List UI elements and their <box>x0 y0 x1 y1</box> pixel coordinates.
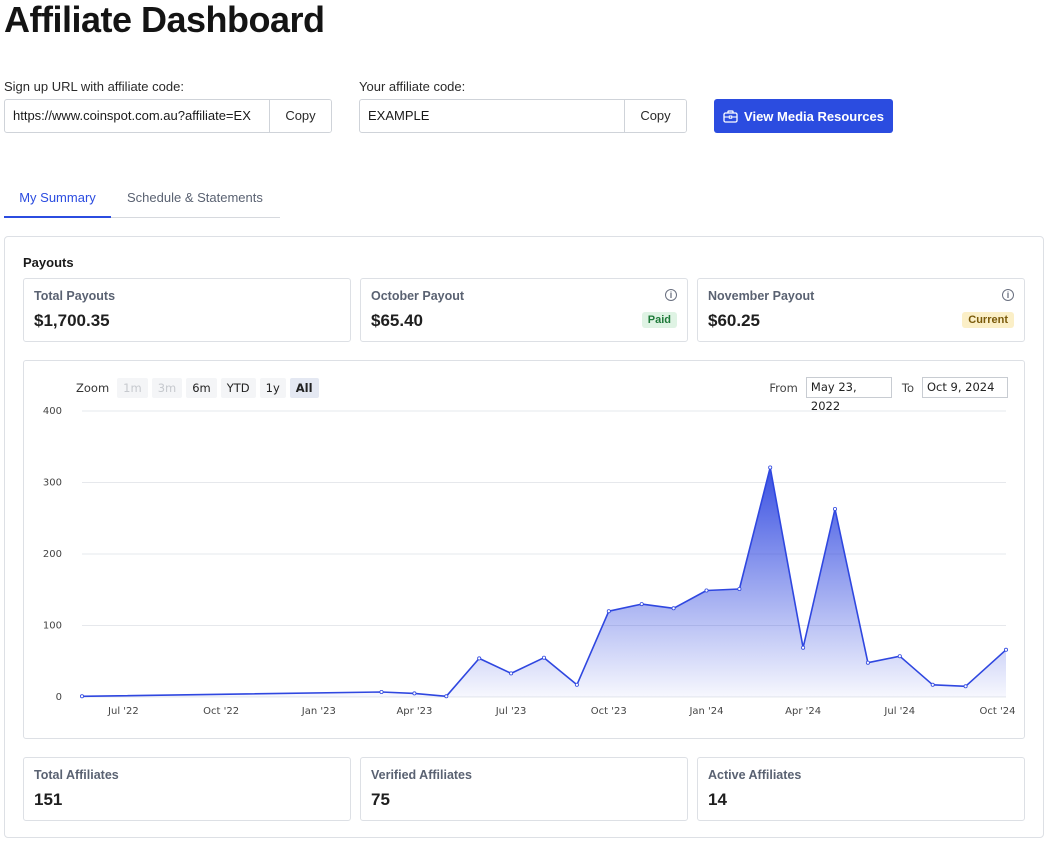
data-point <box>737 586 742 591</box>
card-label: Total Affiliates <box>34 768 119 782</box>
briefcase-icon <box>723 109 738 123</box>
to-label: To <box>901 380 914 395</box>
data-point <box>542 655 547 660</box>
data-point <box>477 656 482 661</box>
payouts-chart: 0 100 200 300 400 Jul '22 Oct '22 Jan '23 Apr '2… <box>23 360 1025 739</box>
zoom-controls: Zoom 1m 3m 6m YTD 1y All <box>76 378 319 398</box>
x-tick-label: Oct '24 <box>980 706 1016 717</box>
summary-panel: Payouts Total Payouts $1,700.35 October … <box>4 236 1044 838</box>
to-date-input[interactable]: Oct 9, 2024 <box>922 377 1008 398</box>
y-tick-label: 100 <box>43 621 62 632</box>
x-tick-label: Jul '23 <box>495 706 527 717</box>
from-date-input[interactable]: May 23, 2022 <box>805 377 892 413</box>
card-value: 14 <box>708 790 727 809</box>
data-point <box>412 691 417 696</box>
data-point <box>574 682 579 687</box>
data-point <box>704 588 709 593</box>
data-point <box>1004 647 1009 652</box>
zoom-1y-button[interactable]: 1y <box>259 378 286 398</box>
x-tick-label: Apr '23 <box>396 706 432 717</box>
zoom-label: Zoom <box>76 381 110 395</box>
tab-my-summary[interactable]: My Summary <box>4 178 111 218</box>
tab-schedule-statements[interactable]: Schedule & Statements <box>127 190 263 205</box>
card-value: 75 <box>371 790 390 809</box>
y-tick-label: 200 <box>43 549 62 560</box>
active-affiliates-card: Active Affiliates 14 <box>697 757 1025 821</box>
data-point <box>963 684 968 689</box>
payouts-chart-svg: 0 100 200 300 400 Jul '22 Oct '22 Jan '23 Apr '2… <box>43 406 1016 717</box>
tab-bar: My Summary Schedule & Statements <box>4 178 280 218</box>
data-point <box>444 694 449 699</box>
x-tick-label: Jan '24 <box>688 706 723 717</box>
verified-affiliates-card: Verified Affiliates 75 <box>360 757 688 821</box>
card-value: $1,700.35 <box>34 311 110 330</box>
card-value: $60.25 <box>708 311 760 330</box>
zoom-1m-button[interactable]: 1m <box>117 378 148 398</box>
affiliate-code-label: Your affiliate code: <box>359 79 466 94</box>
x-tick-label: Oct '22 <box>203 706 239 717</box>
card-label: Verified Affiliates <box>371 768 472 782</box>
series-area <box>82 467 1006 697</box>
data-point <box>768 465 773 470</box>
zoom-6m-button[interactable]: 6m <box>186 378 217 398</box>
card-label: Total Payouts <box>34 289 116 303</box>
data-point <box>897 654 902 659</box>
card-label: Active Affiliates <box>708 768 802 782</box>
copy-affiliate-code-button[interactable]: Copy <box>624 100 686 132</box>
data-point <box>865 660 870 665</box>
y-tick-label: 400 <box>43 406 62 417</box>
info-icon[interactable]: i <box>665 289 677 301</box>
y-tick-label: 0 <box>56 692 62 703</box>
copy-signup-url-button[interactable]: Copy <box>269 100 331 132</box>
affiliate-code-field[interactable]: EXAMPLE <box>368 108 430 123</box>
x-tick-label: Apr '24 <box>785 706 821 717</box>
affiliate-code-group: EXAMPLE Copy <box>359 99 687 133</box>
data-point <box>639 602 644 607</box>
november-payout-card: November Payout i $60.25 Current <box>697 278 1025 342</box>
zoom-all-button[interactable]: All <box>289 378 319 398</box>
y-tick-label: 300 <box>43 478 62 489</box>
x-tick-label: Oct '23 <box>591 706 627 717</box>
info-icon[interactable]: i <box>1002 289 1014 301</box>
signup-url-label: Sign up URL with affiliate code: <box>4 79 184 94</box>
signup-url-group: https://www.coinspot.com.au?affiliate=EX… <box>4 99 332 133</box>
data-point <box>930 682 935 687</box>
october-payout-card: October Payout i $65.40 Paid <box>360 278 688 342</box>
x-tick-label: Jul '24 <box>883 706 915 717</box>
status-badge: Current <box>962 312 1014 328</box>
view-media-resources-button[interactable]: View Media Resources <box>714 99 893 133</box>
data-point <box>379 689 384 694</box>
signup-url-field[interactable]: https://www.coinspot.com.au?affiliate=EX <box>13 108 251 123</box>
payouts-title: Payouts <box>23 255 74 270</box>
page-title: Affiliate Dashboard <box>4 0 325 40</box>
view-media-resources-label: View Media Resources <box>744 108 884 124</box>
data-point <box>833 506 838 511</box>
data-point <box>509 671 514 676</box>
data-point <box>606 609 611 614</box>
zoom-ytd-button[interactable]: YTD <box>220 378 256 398</box>
card-label: October Payout <box>371 289 465 303</box>
data-point <box>671 606 676 611</box>
date-range-selector: From May 23, 2022 To Oct 9, 2024 <box>769 377 1008 413</box>
total-payouts-card: Total Payouts $1,700.35 <box>23 278 351 342</box>
total-affiliates-card: Total Affiliates 151 <box>23 757 351 821</box>
x-tick-label: Jul '22 <box>107 706 139 717</box>
zoom-3m-button[interactable]: 3m <box>151 378 183 398</box>
data-point <box>80 694 85 699</box>
status-badge: Paid <box>641 312 677 328</box>
card-value: $65.40 <box>371 311 423 330</box>
data-point <box>801 645 806 650</box>
card-label: November Payout <box>708 289 815 303</box>
from-label: From <box>769 380 798 395</box>
x-tick-label: Jan '23 <box>301 706 336 717</box>
card-value: 151 <box>34 790 63 809</box>
